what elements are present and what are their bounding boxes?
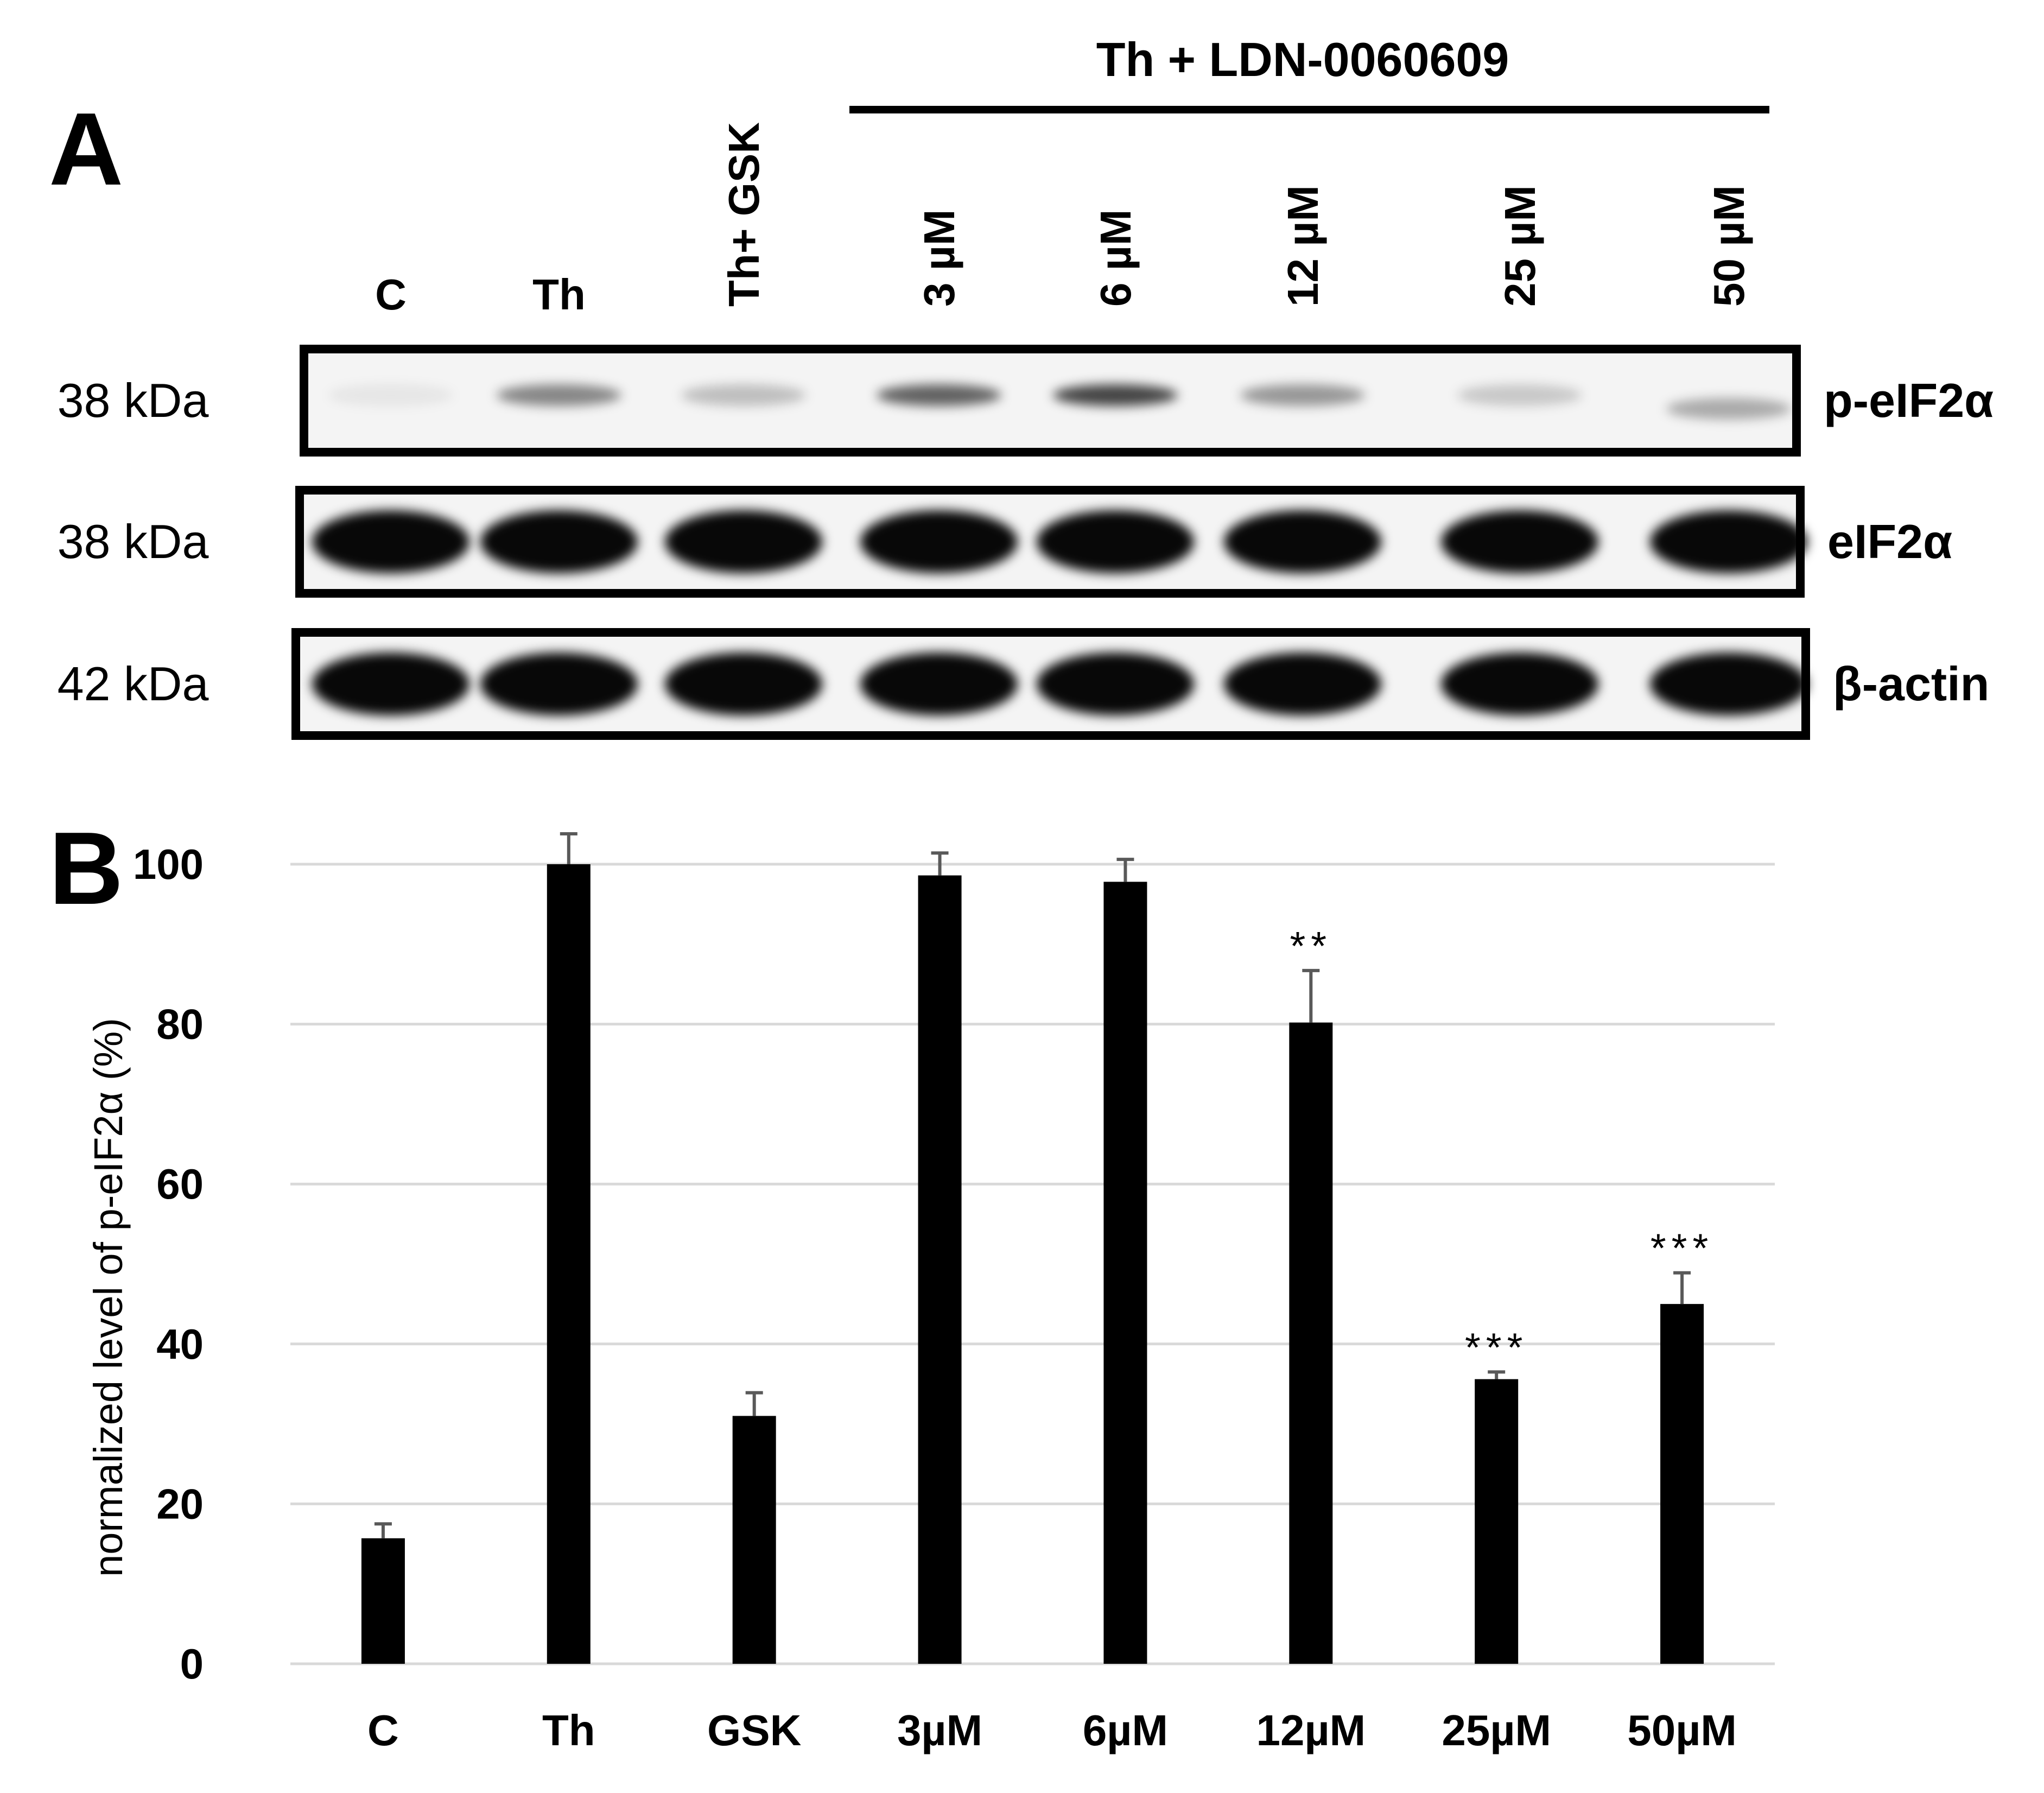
bar [547,864,591,1664]
x-tick-label: 25µM [1442,1706,1551,1754]
blot-band [1224,652,1381,715]
protein-label: p-eIF2α [1824,373,1994,427]
molecular-weight-label: 38 kDa [58,515,209,568]
error-bar [931,851,949,876]
treatment-group-label: Th + LDN-0060609 [1096,33,1509,86]
error-bar [374,1522,392,1538]
significance-label: *** [1465,1325,1528,1370]
blot-band [1457,384,1582,406]
protein-label: β-actin [1833,657,1989,711]
blot-band [497,384,621,406]
blot-band [665,652,822,715]
lane-label: 3 µM [915,210,963,307]
bar [732,1416,776,1664]
blot-band [860,510,1018,573]
blot-band [1666,398,1791,420]
bar [361,1538,405,1664]
lane-labels: C Th Th+ GSK 3 µM 6 µM 12 µM 25 µM 50 µM [375,122,1753,319]
blot-band [1441,510,1598,573]
lane-label: 25 µM [1496,185,1544,307]
blot-band [1240,384,1365,406]
x-tick-label: 12µM [1256,1706,1366,1754]
blot-band [681,384,806,406]
blot-band [328,384,453,406]
lane-label: C [375,270,407,319]
blot-band [665,510,822,573]
bar [1475,1379,1519,1664]
blot-band [1037,510,1194,573]
y-tick-label: 40 [156,1320,204,1368]
blot-band [877,384,1001,406]
bars [361,864,1704,1664]
blot-band [1650,652,1807,715]
bar-chart-panel: B 0 20 40 60 80 100 normalized level of p-eIF… [49,811,1775,1754]
blot-strips: p-eIF2α 38 kDa eIF2α 38 kDa β-actin 42 kDa [58,345,1994,740]
lane-label: Th [532,270,586,319]
significance-label: ** [1290,923,1332,968]
blot-band [480,510,638,573]
protein-label: eIF2α [1827,515,1952,568]
lane-label: 50 µM [1705,185,1753,307]
blot-band [1037,652,1194,715]
x-tick-label: 6µM [1083,1706,1168,1754]
error-bar [745,1391,763,1416]
molecular-weight-label: 42 kDa [58,657,209,711]
blot-band [1053,384,1178,406]
x-tick-labels: C Th GSK 3µM 6µM 12µM 25µM 50µM [367,1706,1737,1754]
blot-band [860,652,1018,715]
bar [1660,1304,1704,1664]
y-tick-label: 0 [180,1640,204,1688]
bar [1103,882,1147,1664]
blot-band [312,652,469,715]
panel-a-label: A [49,92,123,207]
error-bar [1673,1271,1691,1304]
y-tick-label: 80 [156,1000,204,1048]
blot-band [312,510,469,573]
lane-label: 12 µM [1279,185,1327,307]
x-tick-label: 50µM [1627,1706,1737,1754]
panel-b-label: B [49,811,123,926]
error-bars [374,832,1691,1538]
x-tick-label: GSK [707,1706,802,1754]
error-bar [1116,858,1134,882]
molecular-weight-label: 38 kDa [58,373,209,427]
y-axis-label: normalized level of p-eIF2α (%) [86,1018,131,1577]
x-tick-label: Th [542,1706,595,1754]
gridlines [290,863,1775,1665]
x-tick-label: 3µM [897,1706,982,1754]
error-bar [1302,968,1320,1023]
blot-band [1441,652,1598,715]
y-tick-label: 20 [156,1480,204,1528]
x-tick-label: C [367,1706,399,1754]
y-tick-label: 60 [156,1160,204,1208]
blot-band [1650,510,1807,573]
y-tick-label: 100 [133,840,204,888]
blot-band [1224,510,1381,573]
significance-label: *** [1651,1226,1713,1271]
bar [918,875,962,1664]
y-tick-labels: 0 20 40 60 80 100 [133,840,204,1688]
significance-labels: ******** [1290,923,1713,1370]
bar [1289,1022,1333,1664]
error-bar [560,832,577,864]
western-blot-panel: A Th + LDN-0060609 C Th Th+ GSK 3 µM 6 µM 12 … [49,33,1994,740]
error-bar [1488,1370,1506,1379]
lane-label: Th+ GSK [720,122,768,307]
blot-band [480,652,638,715]
lane-label: 6 µM [1091,210,1140,307]
